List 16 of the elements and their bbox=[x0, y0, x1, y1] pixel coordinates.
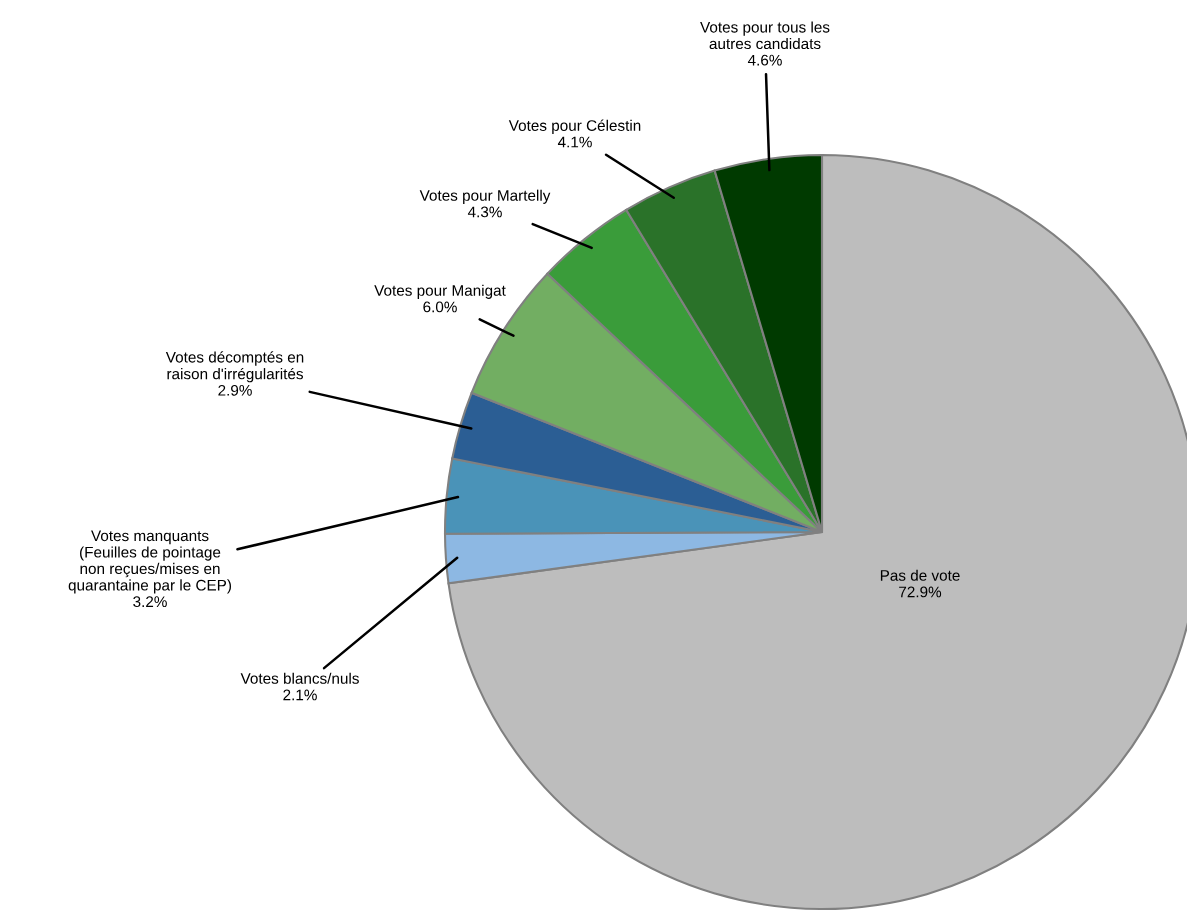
data-label: 4.3% bbox=[467, 206, 502, 218]
slice-label: Pas de vote bbox=[880, 569, 960, 581]
slice-label: Votes pour Manigat bbox=[374, 284, 506, 299]
slice-label: Votes pour Martelly bbox=[419, 189, 551, 204]
data-label: 4.1% bbox=[557, 136, 592, 148]
data-label: 2.1% bbox=[283, 689, 317, 701]
slice-label: Votes pour Célestin bbox=[508, 119, 641, 134]
data-label: 4.6% bbox=[747, 54, 782, 66]
slice-label: Votes blancs/nuls bbox=[240, 672, 359, 684]
data-label: 2.9% bbox=[218, 384, 252, 396]
data-label: 72.9% bbox=[899, 586, 942, 598]
slice-label: Votes pour tous les autres candidats bbox=[700, 21, 830, 50]
data-label: 6.0% bbox=[423, 301, 457, 313]
slice-label: Votes décomptés en raison d'irrégularités bbox=[165, 351, 304, 383]
slice-label: Votes manquants (Feuilles de pointage non reçues/mises en quarantaine par le CEP) bbox=[68, 530, 232, 594]
data-label: 3.2% bbox=[133, 596, 167, 608]
